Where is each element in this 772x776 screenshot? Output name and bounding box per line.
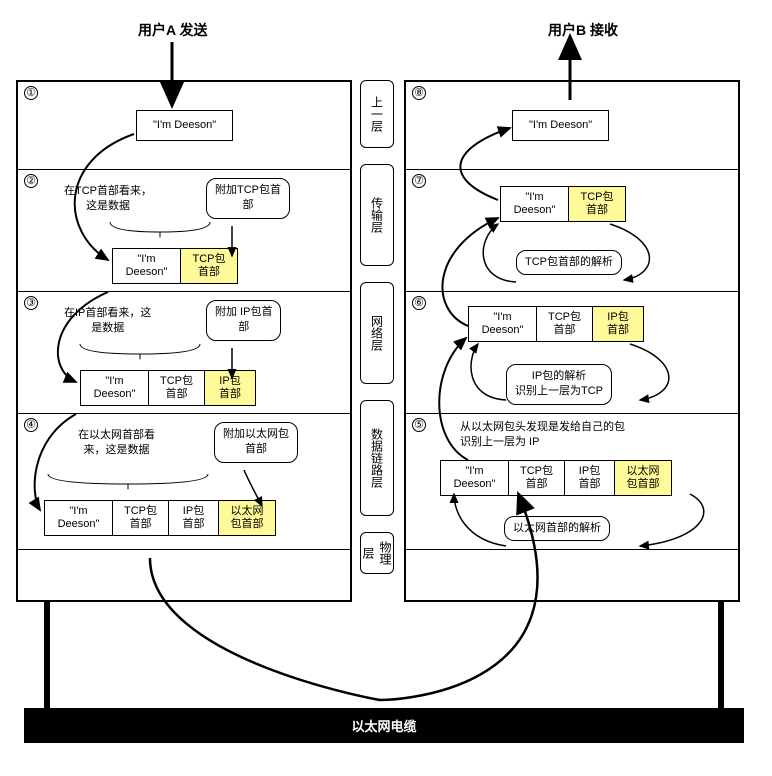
pkt-r3: "I'm Deeson" TCP包 首部 IP包 首部 [468,306,644,342]
layer-upper: 上一层 [360,80,394,148]
parse-r3: IP包的解析 识别上一层为TCP [506,364,612,405]
seg-tcp: TCP包 首部 [113,501,169,535]
seg-tcp: TCP包 首部 [149,371,205,405]
seg-tcp: TCP包 首部 [569,187,625,221]
num-2: ② [24,174,38,188]
pkt-s3: "I'm Deeson" TCP包 首部 IP包 首部 [80,370,256,406]
seg-eth: 以太网 包首部 [615,461,671,495]
seg-data: "I'm Deeson" [81,371,149,405]
num-4: ④ [24,418,38,432]
recv-row-4: ⑤ 从以太网包头发现是发给自己的包 识别上一层为 IP "I'm Deeson"… [406,414,738,550]
pkt-s4: "I'm Deeson" TCP包 首部 IP包 首部 以太网 包首部 [44,500,276,536]
seg-ip: IP包 首部 [593,307,643,341]
seg-tcp: TCP包 首部 [537,307,593,341]
seg-tcp: TCP包 首部 [181,249,237,283]
seg-data: "I'm Deeson" [113,249,181,283]
parse-r4: 以太网首部的解析 [504,516,610,541]
receiver-column: ⑧ "I'm Deeson" ⑦ "I'm Deeson" TCP包 首部 TC… [404,80,740,602]
num-6: ⑥ [412,296,426,310]
ethernet-cable: 以太网电缆 [24,708,744,743]
num-8: ⑧ [412,86,426,100]
pkt-s2: "I'm Deeson" TCP包 首部 [112,248,238,284]
send-row-4: ④ 在以太网首部看 来，这是数据 附加以太网包 首部 "I'm Deeson" … [18,414,350,550]
pkt-r4: "I'm Deeson" TCP包 首部 IP包 首部 以太网 包首部 [440,460,672,496]
seg-data: "I'm Deeson" [469,307,537,341]
attach-s2: 附加TCP包首 部 [206,178,290,219]
seg-data: "I'm Deeson" [501,187,569,221]
layer-labels: 上一层 传输层 网络层 数据链路层 物理层 [360,80,396,590]
title-recv: 用户B 接收 [548,20,618,40]
send-row-5 [18,550,350,604]
title-send: 用户A 发送 [138,20,207,40]
stand-right [718,602,724,712]
note-s2: 在TCP首部看来， 这是数据 [64,184,152,215]
note-s3: 在IP首部看来，这 是数据 [64,306,151,337]
seg-data: "I'm Deeson" [45,501,113,535]
num-7: ⑦ [412,174,426,188]
attach-s3: 附加 IP包首 部 [206,300,281,341]
parse-r2: TCP包首部的解析 [516,250,622,275]
layer-transport: 传输层 [360,164,394,266]
seg-ip: IP包 首部 [565,461,615,495]
attach-s4: 附加以太网包 首部 [214,422,298,463]
pkt-r2: "I'm Deeson" TCP包 首部 [500,186,626,222]
layer-datalink: 数据链路层 [360,400,394,516]
note-s4: 在以太网首部看 来，这是数据 [78,428,155,459]
num-1: ① [24,86,38,100]
seg-eth: 以太网 包首部 [219,501,275,535]
pkt-r1: "I'm Deeson" [512,110,609,141]
layer-physical: 物理层 [360,532,394,574]
seg-tcp: TCP包 首部 [509,461,565,495]
recv-row-5 [406,550,738,604]
send-row-1: ① "I'm Deeson" [18,82,350,170]
seg-data: "I'm Deeson" [441,461,509,495]
sender-column: ① "I'm Deeson" ② 在TCP首部看来， 这是数据 附加TCP包首 … [16,80,352,602]
recv-row-1: ⑧ "I'm Deeson" [406,82,738,170]
seg-data: "I'm Deeson" [137,111,232,140]
seg-data: "I'm Deeson" [513,111,608,140]
send-row-3: ③ 在IP首部看来，这 是数据 附加 IP包首 部 "I'm Deeson" T… [18,292,350,414]
seg-ip: IP包 首部 [205,371,255,405]
recv-row-3: ⑥ "I'm Deeson" TCP包 首部 IP包 首部 IP包的解析 识别上… [406,292,738,414]
stand-left [44,602,50,712]
topnote-r4: 从以太网包头发现是发给自己的包 识别上一层为 IP [460,420,625,451]
seg-ip: IP包 首部 [169,501,219,535]
send-row-2: ② 在TCP首部看来， 这是数据 附加TCP包首 部 "I'm Deeson" … [18,170,350,292]
num-5: ⑤ [412,418,426,432]
layer-network: 网络层 [360,282,394,384]
pkt-s1: "I'm Deeson" [136,110,233,141]
num-3: ③ [24,296,38,310]
recv-row-2: ⑦ "I'm Deeson" TCP包 首部 TCP包首部的解析 [406,170,738,292]
